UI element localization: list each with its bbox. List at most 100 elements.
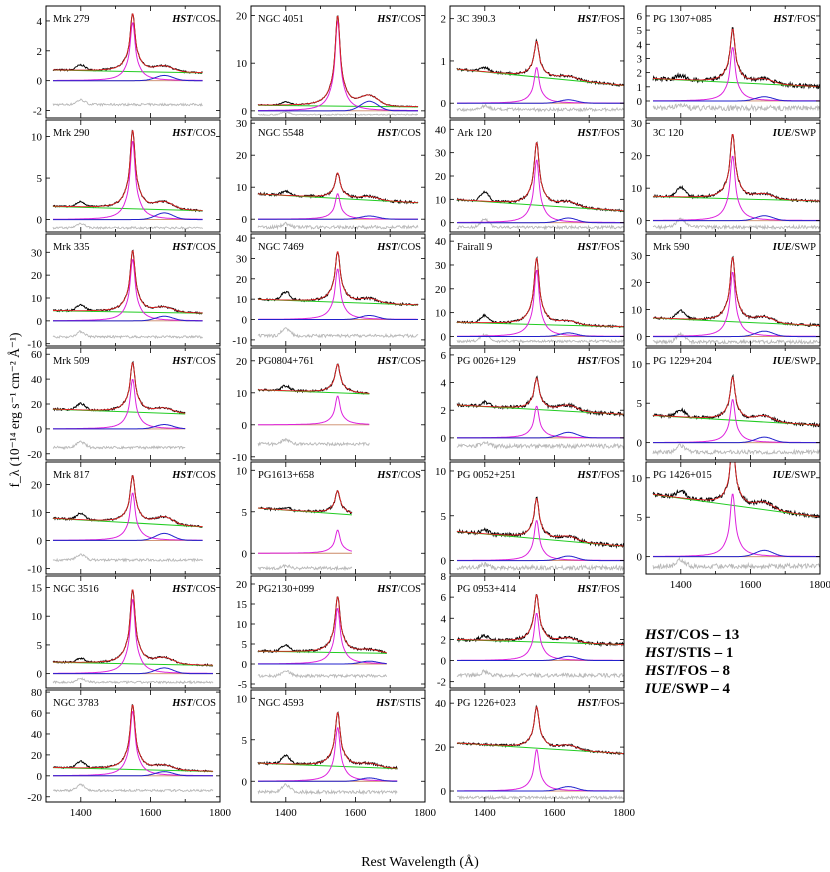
- panel-24: 0 5 10 PG 1229+204 IUE/SWP: [631, 347, 821, 461]
- panel-object-name: PG 1426+015: [653, 470, 712, 481]
- residual-spectrum: [257, 327, 419, 339]
- panel-object-name: NGC 7469: [258, 242, 304, 253]
- panel-frame: [45, 233, 221, 347]
- total-fit: [653, 134, 820, 202]
- y-tick-label: 0: [637, 216, 643, 228]
- x-tick-label: 1600: [139, 807, 162, 819]
- y-tick-label: 0: [37, 669, 43, 681]
- y-tick-label: 20: [631, 151, 643, 163]
- residual-spectrum: [456, 440, 624, 450]
- total-fit: [652, 462, 820, 518]
- panel-frame: [645, 461, 821, 575]
- panel-object-name: Mrk 590: [653, 242, 689, 253]
- panel-0: -2 0 2 4 Mrk 279 HST/COS: [33, 5, 221, 119]
- y-tick-label: 5: [637, 398, 643, 410]
- blue-component: [53, 424, 186, 430]
- total-fit: [653, 257, 820, 327]
- total-fit: [653, 28, 820, 88]
- panel-object-name: PG 1307+085: [653, 14, 712, 25]
- y-tick-label: 5: [242, 507, 248, 519]
- y-tick-label: 10: [631, 473, 643, 485]
- observed-spectrum: [456, 38, 624, 87]
- y-tick-label: 0: [637, 96, 643, 108]
- total-fit: [258, 712, 398, 769]
- blue-component: [457, 786, 624, 792]
- y-tick-label: 20: [435, 171, 447, 183]
- y-tick-label: 10: [631, 359, 643, 371]
- total-fit: [258, 363, 370, 394]
- panel-instrument-label: HST/FOS: [576, 14, 620, 25]
- y-tick-label: 40: [435, 236, 447, 248]
- y-tick-label: 0: [441, 786, 447, 798]
- y-tick-label: 4: [637, 39, 643, 51]
- panel-object-name: Mrk 290: [53, 128, 89, 139]
- y-tick-label: 5: [637, 25, 643, 37]
- y-tick-label: 4: [441, 378, 447, 390]
- y-tick-label: 10: [435, 308, 447, 320]
- observed-spectrum: [52, 129, 203, 213]
- panel-object-name: Mrk 279: [53, 14, 89, 25]
- residual-spectrum: [257, 111, 418, 116]
- blue-component: [457, 555, 624, 562]
- x-tick-label: 1800: [809, 579, 830, 591]
- residual-spectrum: [456, 794, 624, 801]
- y-tick-label: 0: [637, 332, 643, 344]
- total-fit: [258, 596, 387, 653]
- panel-frame: [449, 347, 625, 461]
- y-tick-label: 30: [435, 148, 447, 160]
- y-tick-label: 0: [242, 659, 248, 671]
- civ-component: [457, 520, 624, 561]
- y-tick-label: 30: [435, 260, 447, 272]
- blue-component: [457, 332, 624, 337]
- continuum-fit: [52, 661, 214, 666]
- y-tick-label: 20: [435, 742, 447, 754]
- y-tick-label: -10: [232, 335, 247, 347]
- panel-instrument-label: HST/COS: [171, 470, 216, 481]
- blue-component: [53, 667, 213, 675]
- panel-23: 0 10 20 30 Mrk 590 IUE/SWP: [631, 233, 821, 347]
- blue-component: [258, 660, 387, 665]
- panel-3: -20 0 20 40 60 Mrk 509 HST/COS: [27, 347, 221, 461]
- civ-component: [258, 193, 418, 220]
- y-tick-label: 0: [242, 315, 248, 327]
- y-tick-label: 3: [637, 53, 643, 65]
- panel-frame: [45, 689, 221, 803]
- panel-instrument-label: HST/COS: [171, 128, 216, 139]
- civ-component: [258, 727, 398, 782]
- panel-14: 0 1 2 3C 390.3 HST/FOS: [441, 5, 625, 119]
- residual-spectrum: [652, 443, 820, 456]
- panel-object-name: 3C 120: [653, 128, 684, 139]
- panel-object-name: PG 0953+414: [457, 584, 516, 595]
- panel-6: -20 0 20 40 60 80 NGC 3783 HST/COS: [27, 687, 221, 804]
- panel-frame: [645, 119, 821, 233]
- panel-instrument-label: IUE/SWP: [772, 356, 816, 367]
- x-tick-label: 1600: [543, 807, 566, 819]
- y-tick-label: 1: [441, 56, 447, 68]
- y-tick-label: 10: [236, 182, 248, 194]
- residual-spectrum: [257, 669, 388, 679]
- y-tick-label: 20: [236, 356, 248, 368]
- y-tick-label: 0: [37, 76, 43, 88]
- panel-instrument-label: HST/COS: [376, 128, 421, 139]
- panel-20: 0 20 40 PG 1226+023 HST/FOS: [435, 689, 625, 803]
- panel-19: -2 0 2 4 6 8 PG 0953+414 HST/FOS: [437, 571, 625, 689]
- blue-component: [457, 655, 624, 661]
- y-tick-label: 60: [31, 708, 43, 720]
- y-tick-label: 5: [441, 511, 447, 523]
- y-tick-label: 10: [435, 194, 447, 206]
- observed-spectrum: [257, 252, 419, 307]
- y-tick-label: 30: [31, 247, 43, 259]
- panel-instrument-label: HST/COS: [171, 14, 216, 25]
- y-tick-label: 0: [37, 535, 43, 547]
- total-fit: [456, 258, 624, 328]
- y-tick-label: 0: [37, 316, 43, 328]
- panel-object-name: 3C 390.3: [457, 14, 496, 25]
- blue-component: [653, 330, 820, 338]
- blue-component: [53, 74, 203, 82]
- blue-component: [653, 215, 820, 222]
- y-tick-label: 5: [37, 640, 43, 652]
- blue-component: [53, 532, 203, 541]
- y-tick-label: 10: [236, 465, 248, 477]
- summary-line-stis: HST/STIS – 1: [645, 645, 734, 661]
